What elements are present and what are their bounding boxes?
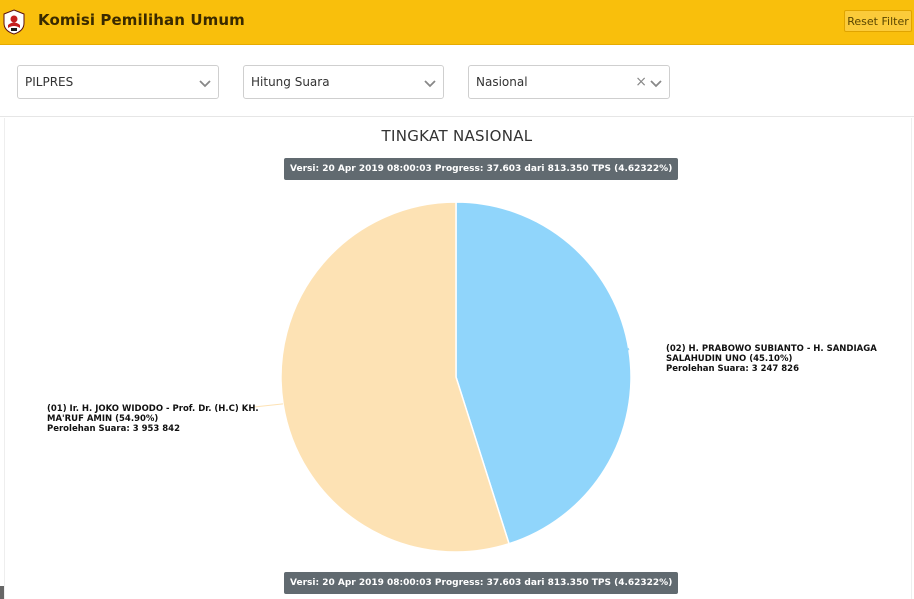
region-select[interactable]: Nasional × (468, 65, 670, 99)
chevron-down-icon (424, 80, 436, 88)
version-badge-bottom: Versi: 20 Apr 2019 08:00:03 Progress: 37… (284, 572, 679, 594)
pie-label-votes: Perolehan Suara: 3 953 842 (47, 424, 181, 434)
label-leader-line (253, 403, 284, 408)
clear-icon[interactable]: × (635, 74, 647, 90)
region-select-value: Nasional (476, 75, 528, 89)
count-type-select[interactable]: Hitung Suara (243, 65, 444, 99)
pie-label-name: (01) Ir. H. JOKO WIDODO - Prof. Dr. (H.C… (47, 404, 259, 414)
app-header: Komisi Pemilihan Umum Reset Filter (0, 0, 914, 45)
pie-label-votes: Perolehan Suara: 3 247 826 (666, 364, 800, 374)
pie-label-name: (02) H. PRABOWO SUBIANTO - H. SANDIAGA (666, 344, 877, 354)
filter-bar: PILPRES Hitung Suara Nasional × (0, 46, 914, 117)
label-leader-line (627, 347, 630, 351)
scrollbar-thumb[interactable] (0, 586, 4, 599)
app-title: Komisi Pemilihan Umum (38, 11, 245, 29)
pie-label-prabowo: (02) H. PRABOWO SUBIANTO - H. SANDIAGA S… (666, 344, 877, 374)
pie-label-percent: SALAHUDIN UNO (45.10%) (666, 354, 793, 364)
reset-filter-button[interactable]: Reset Filter (844, 10, 912, 32)
kpu-logo-icon (3, 9, 25, 35)
election-select-value: PILPRES (25, 75, 74, 89)
election-select[interactable]: PILPRES (17, 65, 219, 99)
version-badge-top: Versi: 20 Apr 2019 08:00:03 Progress: 37… (284, 158, 679, 180)
chart-title: TINGKAT NASIONAL (381, 127, 533, 145)
pie-label-jokowi: (01) Ir. H. JOKO WIDODO - Prof. Dr. (H.C… (47, 404, 259, 434)
pie-label-percent: MA'RUF AMIN (54.90%) (47, 414, 159, 424)
count-type-select-value: Hitung Suara (251, 75, 330, 89)
chevron-down-icon (650, 80, 662, 88)
chevron-down-icon (199, 80, 211, 88)
pie-slice-jokowi[interactable] (280, 201, 510, 553)
